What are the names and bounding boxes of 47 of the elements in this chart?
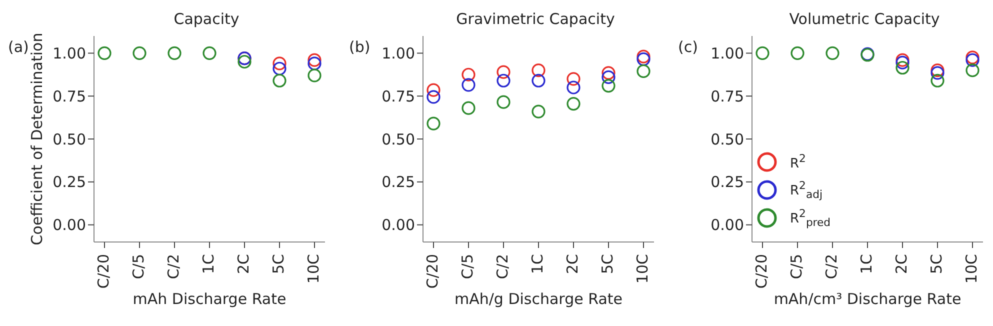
y-tick-label: 0.50: [382, 130, 415, 148]
x-tick-label: 5C: [928, 254, 946, 274]
x-tick-label: C/20: [752, 254, 771, 289]
text: (a): [8, 38, 29, 56]
x-tick-label: 2C: [564, 254, 582, 274]
y-tick-label: 0.75: [52, 87, 86, 106]
y-tick-label: 0.50: [710, 130, 744, 148]
x-tick-label: C/2: [164, 254, 183, 280]
y-tick-label: 0.25: [710, 173, 744, 192]
x-axis-title: mAh/cm³ Discharge Rate: [774, 290, 962, 308]
x-tick-label: C/20: [94, 254, 113, 289]
text: (c): [678, 38, 698, 56]
chart-title: Capacity: [172, 10, 240, 28]
x-tick-label: 5C: [598, 254, 617, 274]
x-axis-title: mAh/g Discharge Rate: [454, 290, 623, 308]
y-tick-label: 0.75: [382, 87, 415, 106]
x-tick-label: 1C: [200, 254, 218, 274]
chart-title: Gravimetric Capacity: [455, 10, 616, 28]
chart-title: Volumetric Capacity: [788, 10, 941, 28]
y-tick-label: 0.00: [710, 216, 744, 234]
x-tick-label: 10C: [634, 254, 652, 284]
text: (b): [349, 38, 370, 56]
y-tick-label: 0.50: [52, 130, 86, 148]
x-tick-label: 5C: [270, 254, 288, 274]
y-tick-label: 0.25: [382, 173, 415, 192]
x-tick-label: C/5: [458, 254, 477, 280]
x-tick-label: C/2: [822, 254, 841, 280]
x-tick-label: 10C: [962, 254, 981, 284]
y-tick-label: 0.25: [52, 173, 86, 192]
y-tick-label: 1.00: [710, 44, 744, 62]
x-tick-label: 1C: [528, 254, 547, 274]
y-tick-label: 0.75: [710, 87, 744, 106]
x-tick-label: 2C: [234, 254, 253, 274]
y-tick-label: 0.00: [382, 216, 415, 234]
x-tick-label: C/2: [494, 254, 512, 280]
x-tick-label: 10C: [304, 254, 323, 284]
x-tick-label: 1C: [858, 254, 876, 274]
x-tick-label: C/20: [424, 254, 442, 289]
y-tick-label: 1.00: [52, 44, 86, 62]
y-axis-title: Coefficient of Determination: [28, 32, 46, 246]
y-tick-label: 1.00: [382, 44, 415, 62]
x-tick-label: C/5: [130, 254, 148, 280]
x-tick-label: 2C: [892, 254, 911, 274]
legend-label: R$^{2}$: [790, 152, 806, 172]
y-tick-label: 0.00: [52, 216, 86, 234]
x-tick-label: C/5: [788, 254, 806, 280]
x-axis-title: mAh Discharge Rate: [132, 290, 286, 308]
